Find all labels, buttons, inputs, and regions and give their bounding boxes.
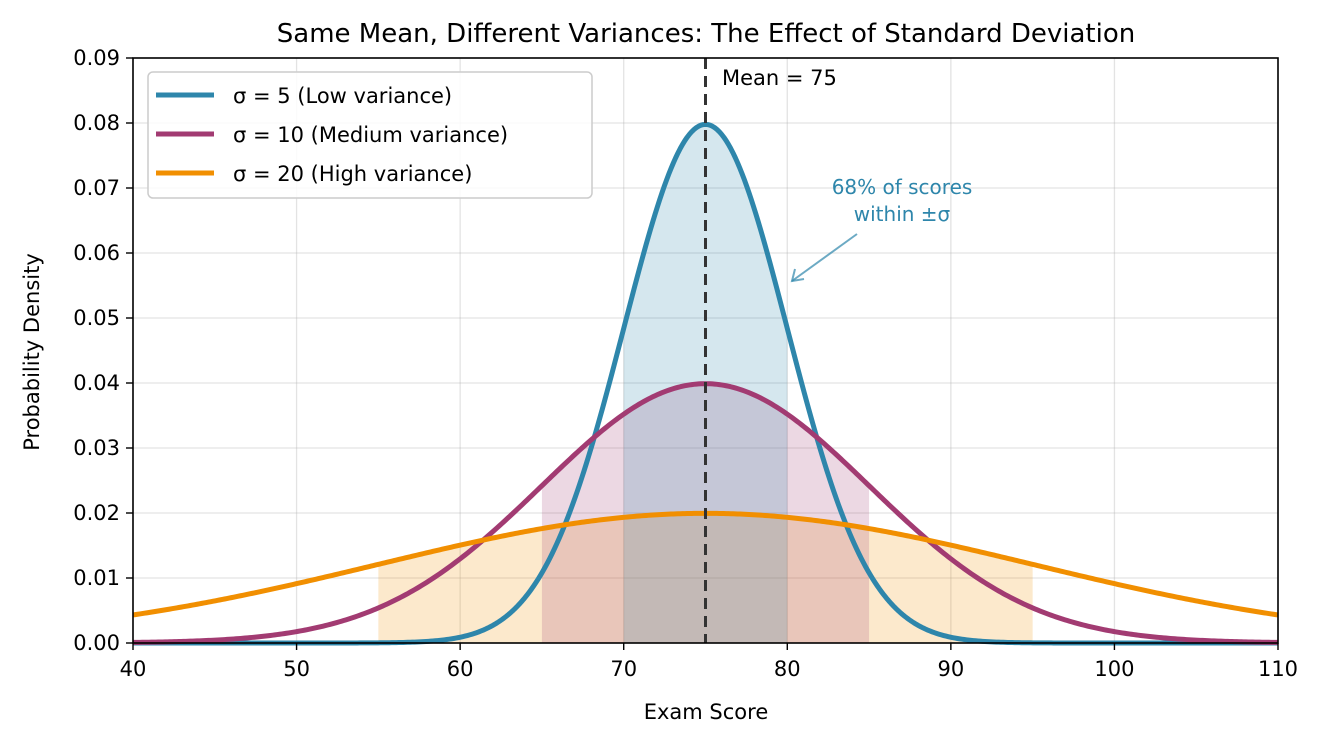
x-axis-ticks: 40 50 60 70 80 90 100 110	[120, 643, 1298, 681]
y-tick-label: 0.09	[73, 46, 120, 70]
y-tick-label: 0.01	[73, 566, 120, 590]
sigma-note-line2: within ±σ	[854, 202, 951, 226]
legend: σ = 5 (Low variance) σ = 10 (Medium varia…	[147, 71, 593, 199]
y-tick-label: 0.06	[73, 241, 120, 265]
x-tick-label: 60	[447, 657, 474, 681]
x-axis-title: Exam Score	[644, 700, 769, 724]
plot-frame	[132, 57, 1279, 644]
x-tick-label: 70	[610, 657, 637, 681]
mean-label: Mean = 75	[722, 66, 837, 90]
y-tick-label: 0.02	[73, 501, 120, 525]
y-tick-label: 0.07	[73, 176, 120, 200]
y-axis-title: Probability Density	[20, 253, 44, 451]
chart-title: Same Mean, Different Variances: The Effe…	[277, 19, 1135, 49]
sigma-note-arrow-head	[790, 268, 805, 283]
x-tick-label: 110	[1258, 657, 1298, 681]
legend-label: σ = 20 (High variance)	[233, 162, 472, 186]
y-tick-label: 0.00	[73, 631, 120, 655]
sigma-fill	[378, 513, 1033, 643]
y-tick-label: 0.08	[73, 111, 120, 135]
x-tick-label: 80	[774, 657, 801, 681]
x-tick-label: 50	[283, 657, 310, 681]
legend-box	[147, 71, 593, 199]
y-tick-label: 0.05	[73, 306, 120, 330]
x-tick-label: 40	[120, 657, 147, 681]
legend-label: σ = 10 (Medium variance)	[233, 123, 508, 147]
y-axis-ticks: 0.00 0.01 0.02 0.03 0.04 0.05 0.06 0.07 0.08 0.09	[73, 46, 133, 655]
sigma-note-line1: 68% of scores	[832, 175, 973, 199]
x-tick-label: 100	[1094, 657, 1134, 681]
sigma-annotation: 68% of scores within ±σ	[790, 175, 973, 283]
y-tick-label: 0.03	[73, 436, 120, 460]
y-tick-label: 0.04	[73, 371, 120, 395]
sigma-note-arrow-shaft	[791, 233, 858, 282]
x-tick-label: 90	[937, 657, 964, 681]
legend-label: σ = 5 (Low variance)	[233, 84, 452, 108]
